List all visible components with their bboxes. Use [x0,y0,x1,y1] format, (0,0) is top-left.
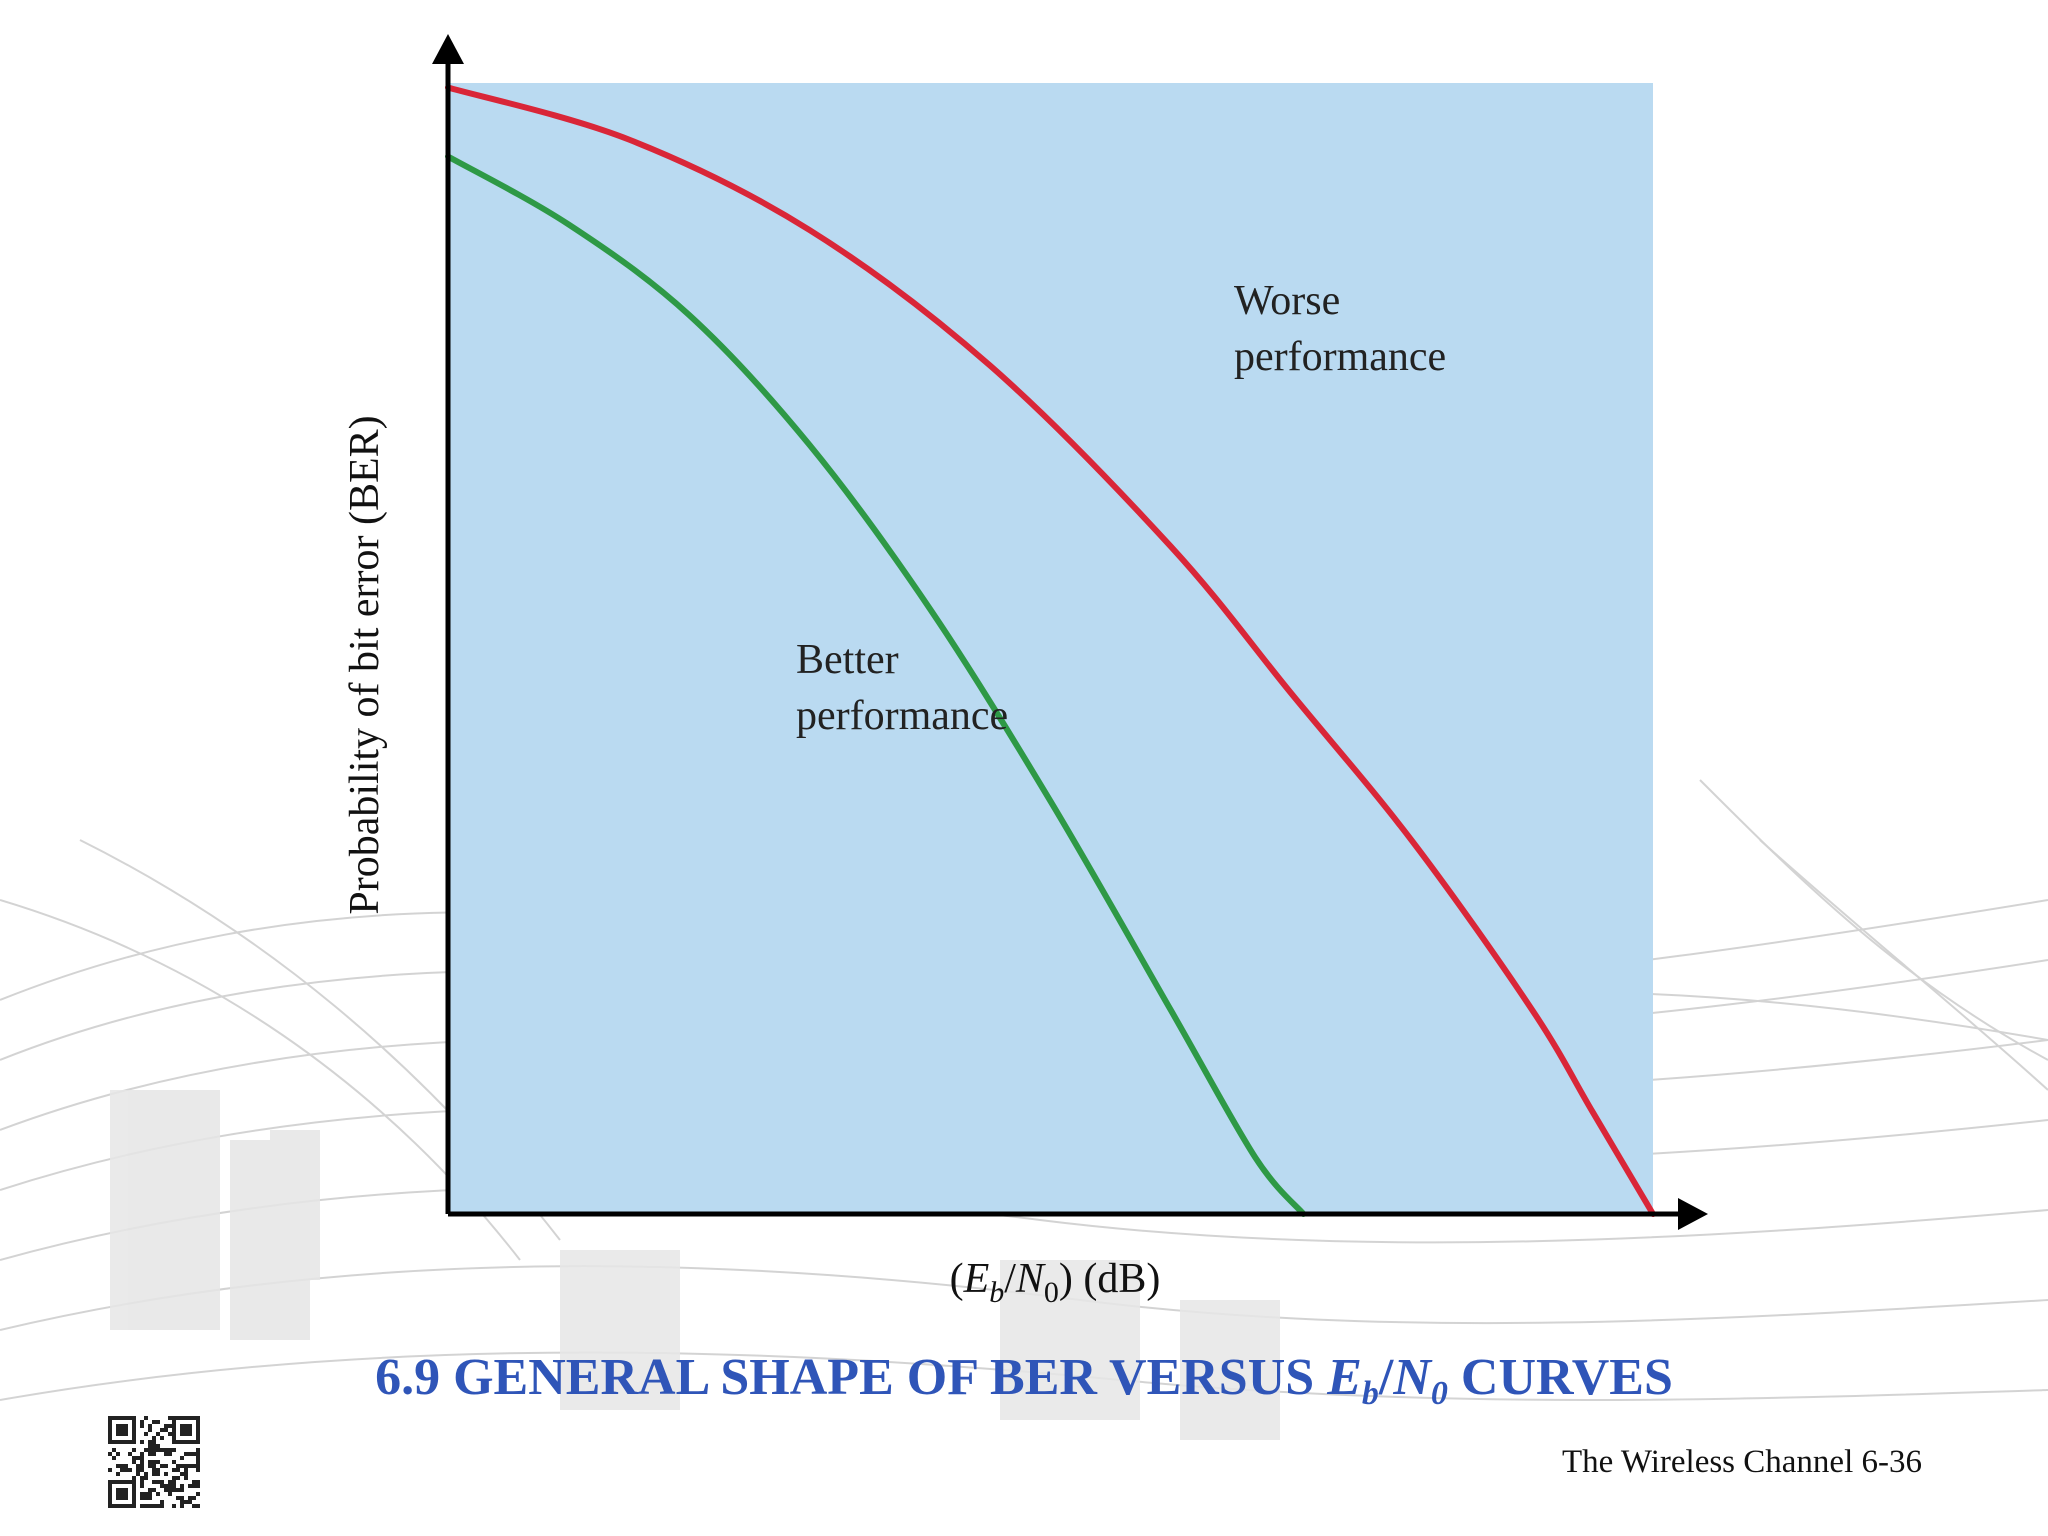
worse-performance-curve [445,84,1656,1217]
title-slash: / [1378,1349,1394,1406]
slide-footer: The Wireless Channel 6-36 [1561,1444,1922,1480]
worse-performance-label: Worse performance [1234,278,1446,380]
title-sub-b: b [1361,1375,1379,1412]
title-var-e: E [1327,1349,1362,1406]
worse-label-line-1: Worse [1234,278,1340,324]
qr-code-icon [104,1412,204,1512]
better-performance-curve [445,153,1307,1217]
x-axis-arrowhead [1678,1198,1708,1230]
worse-label-line-2: performance [1234,334,1446,380]
title-prefix: 6.9 GENERAL SHAPE OF BER VERSUS [375,1349,1328,1406]
title-var-n: N [1393,1349,1431,1406]
curves [445,84,1656,1217]
title-sub-0: 0 [1430,1375,1448,1412]
better-label-line-1: Better [796,637,899,683]
x-axis-label: (Eb/N0) (dB) [950,1256,1161,1309]
y-axis-arrowhead [432,34,464,64]
slide-title: 6.9 GENERAL SHAPE OF BER VERSUS Eb/N0 CU… [0,1348,2048,1411]
title-suffix: CURVES [1447,1349,1673,1406]
better-label-line-2: performance [796,693,1008,739]
plot-area-background [448,83,1653,1214]
better-performance-label: Better performance [796,637,1008,739]
y-axis-label: Probability of bit error (BER) [342,415,388,914]
